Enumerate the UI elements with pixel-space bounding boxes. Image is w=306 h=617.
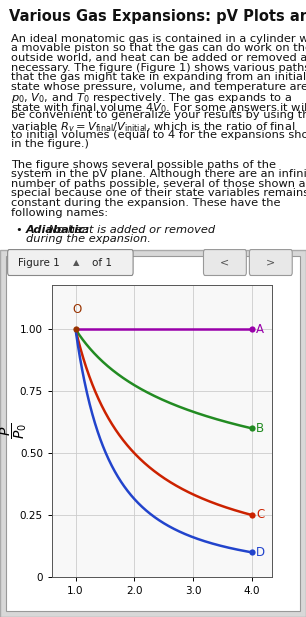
Text: a movable piston so that the gas can do work on the: a movable piston so that the gas can do …	[11, 44, 306, 54]
Text: Figure 1: Figure 1	[18, 257, 60, 268]
Text: outside world, and heat can be added or removed as: outside world, and heat can be added or …	[11, 53, 306, 63]
Text: state with final volume $4V_0$. For some answers it will: state with final volume $4V_0$. For some…	[11, 101, 306, 115]
Text: B: B	[256, 422, 264, 435]
Text: $\dfrac{P}{P_0}$: $\dfrac{P}{P_0}$	[0, 423, 29, 439]
Text: Adiabatic:: Adiabatic:	[26, 225, 90, 234]
Text: $p_0$, $V_0$, and $T_0$ respectively. The gas expands to a: $p_0$, $V_0$, and $T_0$ respectively. Th…	[11, 91, 292, 106]
Text: D: D	[256, 546, 265, 559]
Text: $\dfrac{V}{V_0}$: $\dfrac{V}{V_0}$	[153, 615, 171, 617]
Text: variable $R_v = V_{\rm final}/V_{\rm initial}$, which is the ratio of final: variable $R_v = V_{\rm final}/V_{\rm ini…	[11, 120, 295, 134]
Text: that the gas might take in expanding from an initial: that the gas might take in expanding fro…	[11, 72, 306, 82]
Text: to initial volumes (equal to 4 for the expansions shown: to initial volumes (equal to 4 for the e…	[11, 130, 306, 139]
Text: special because one of their state variables remains: special because one of their state varia…	[11, 189, 306, 199]
Text: An ideal monatomic gas is contained in a cylinder with: An ideal monatomic gas is contained in a…	[11, 34, 306, 44]
Text: ▲: ▲	[73, 258, 80, 267]
Text: be convenient to generalize your results by using the: be convenient to generalize your results…	[11, 110, 306, 120]
Text: system in the pV plane. Although there are an infinite: system in the pV plane. Although there a…	[11, 170, 306, 180]
Text: The figure shows several possible paths of the: The figure shows several possible paths …	[11, 160, 276, 170]
Text: necessary. The figure (Figure 1) shows various paths: necessary. The figure (Figure 1) shows v…	[11, 63, 306, 73]
Text: constant during the expansion. These have the: constant during the expansion. These hav…	[11, 198, 280, 208]
Text: <: <	[220, 257, 230, 268]
Text: state whose pressure, volume, and temperature are: state whose pressure, volume, and temper…	[11, 82, 306, 92]
Text: O: O	[72, 303, 81, 316]
Text: A: A	[256, 323, 264, 336]
Text: of 1: of 1	[92, 257, 112, 268]
Text: >: >	[266, 257, 275, 268]
Text: No heat is added or removed: No heat is added or removed	[45, 225, 215, 234]
Text: •: •	[15, 225, 22, 234]
Text: C: C	[256, 508, 264, 521]
Text: Various Gas Expansions: pV Plots and Work: Various Gas Expansions: pV Plots and Wor…	[9, 9, 306, 24]
Text: number of paths possible, several of those shown are: number of paths possible, several of tho…	[11, 179, 306, 189]
Text: during the expansion.: during the expansion.	[26, 234, 151, 244]
Text: in the figure.): in the figure.)	[11, 139, 88, 149]
Text: following names:: following names:	[11, 208, 108, 218]
